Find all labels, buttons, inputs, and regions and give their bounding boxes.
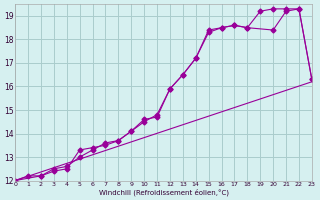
X-axis label: Windchill (Refroidissement éolien,°C): Windchill (Refroidissement éolien,°C) [99, 188, 228, 196]
